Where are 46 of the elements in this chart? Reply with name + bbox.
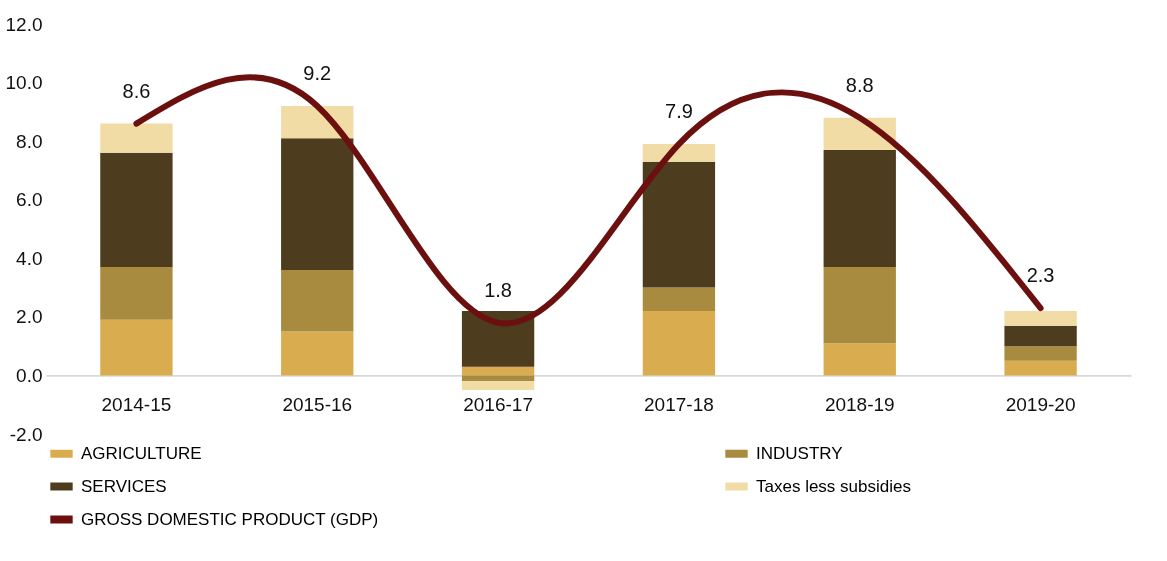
legend-label: Taxes less subsidies [756, 476, 911, 496]
bar [461, 366, 535, 376]
legend-label: AGRICULTURE [81, 443, 202, 463]
bar [100, 267, 173, 320]
bar [461, 311, 535, 367]
legend-label: SERVICES [81, 476, 167, 496]
y-tick-label: 4.0 [16, 247, 43, 269]
data-label: 8.6 [122, 79, 151, 102]
legend-label: GROSS DOMESTIC PRODUCT (GDP) [81, 509, 379, 529]
bar [100, 152, 173, 268]
y-tick-label: 10.0 [5, 72, 43, 94]
legend-label: INDUSTRY [756, 443, 843, 463]
bar [100, 123, 173, 153]
y-tick-label: 8.0 [16, 130, 43, 152]
data-label: 2.3 [1026, 264, 1055, 287]
x-tick-label: 2014-15 [101, 393, 172, 415]
bar [1004, 325, 1077, 347]
bar [100, 319, 173, 376]
bar [642, 311, 716, 376]
x-tick-label: 2016-17 [463, 393, 533, 415]
bar [461, 381, 535, 391]
x-tick-label: 2019-20 [1005, 393, 1076, 415]
bar [1004, 311, 1077, 326]
x-tick-label: 2017-18 [644, 393, 714, 415]
data-label: 9.2 [303, 62, 332, 84]
bar [642, 287, 716, 311]
bar [1004, 360, 1077, 376]
data-label: 8.8 [845, 73, 874, 96]
bar [281, 138, 354, 270]
bar [461, 375, 535, 382]
y-tick-label: 6.0 [16, 189, 43, 211]
bar [823, 149, 896, 268]
bar [281, 331, 354, 376]
bar [823, 343, 896, 376]
y-tick-label: 0.0 [16, 364, 43, 386]
bar [281, 270, 354, 332]
bar [642, 161, 716, 288]
x-tick-label: 2015-16 [282, 393, 353, 415]
y-tick-label: -2.0 [9, 423, 43, 445]
x-tick-label: 2018-19 [824, 393, 895, 415]
bar [823, 267, 896, 344]
y-tick-label: 2.0 [16, 306, 43, 328]
data-label: 1.8 [484, 278, 512, 301]
y-tick-label: 12.0 [5, 13, 43, 35]
data-label: 7.9 [665, 100, 693, 123]
bar [1004, 346, 1077, 361]
